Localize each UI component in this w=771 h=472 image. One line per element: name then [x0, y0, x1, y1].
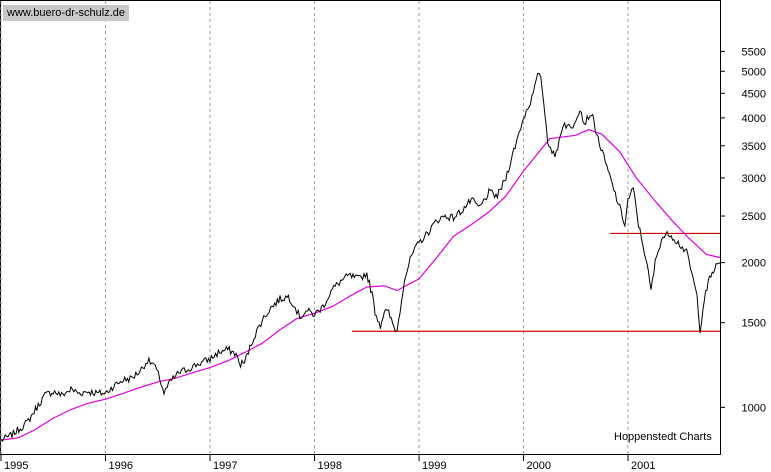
plot-frame [0, 0, 721, 455]
x-tick-label-1999: 1999 [422, 460, 446, 472]
x-tick-label-2001: 2001 [631, 460, 655, 472]
y-tick-label-4500: 4500 [742, 88, 766, 100]
y-tick-label-2500: 2500 [742, 211, 766, 223]
x-tick-label-1997: 1997 [213, 460, 237, 472]
y-tick-label-4000: 4000 [742, 113, 766, 125]
y-tick-label-5500: 5500 [742, 46, 766, 58]
source-credit: Hoppenstedt Charts [614, 431, 712, 443]
y-tick-label-3000: 3000 [742, 173, 766, 185]
y-tick-label-2000: 2000 [742, 258, 766, 270]
x-tick-label-1995: 1995 [4, 460, 28, 472]
y-tick-label-3500: 3500 [742, 141, 766, 153]
x-tick-label-1996: 1996 [109, 460, 133, 472]
horizontal-lines [352, 232, 720, 332]
x-axis-ticks: 1995 1996 1997 1998 1999 2000 2001 [0, 454, 656, 472]
x-tick-label-2000: 2000 [527, 460, 551, 472]
y-axis-ticks: 1000 1500 2000 2500 3000 3500 4000 4500 5000 5500 [720, 46, 766, 414]
site-watermark: www.buero-dr-schulz.de [3, 5, 129, 21]
y-tick-label-5000: 5000 [742, 66, 766, 78]
y-tick-label-1500: 1500 [742, 318, 766, 330]
x-tick-label-1998: 1998 [318, 460, 342, 472]
price-line [0, 72, 721, 442]
moving-average-line [0, 129, 721, 441]
y-tick-label-1000: 1000 [742, 402, 766, 414]
